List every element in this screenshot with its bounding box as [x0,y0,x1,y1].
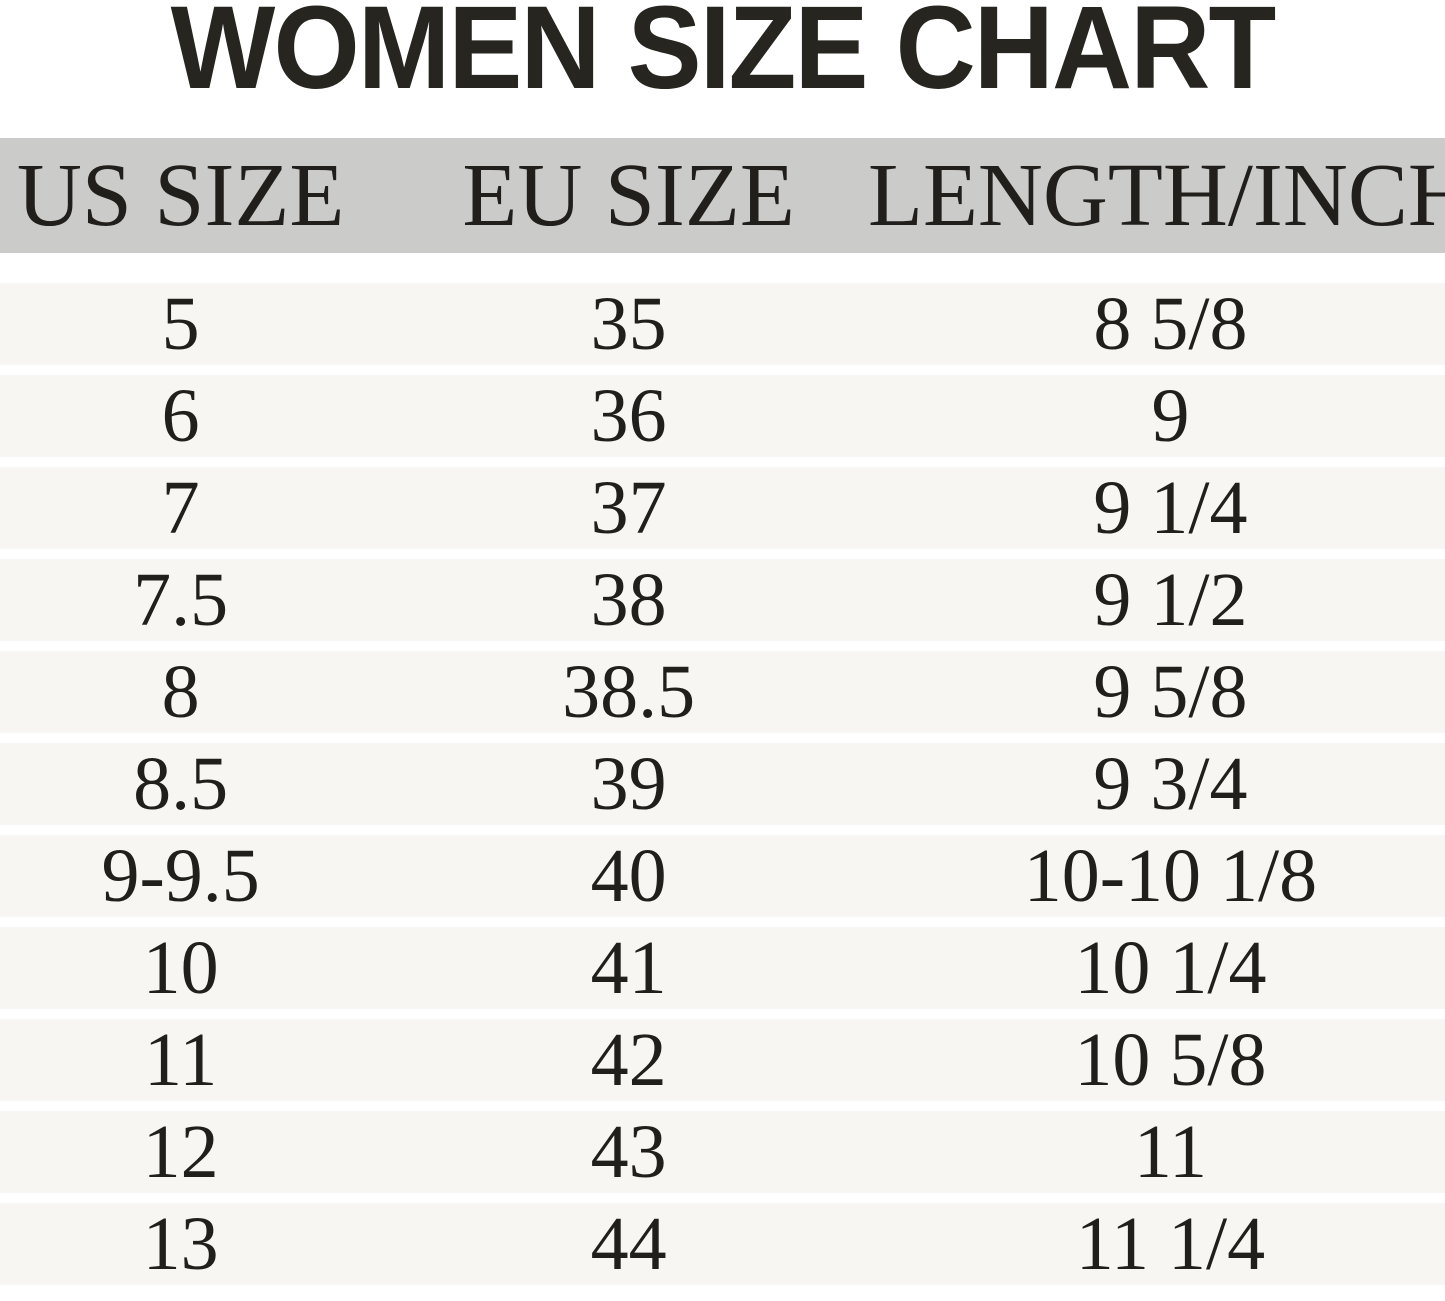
eu-size-cell: 43 [590,1109,667,1194]
length-inch-cell: 9 1/4 [1093,465,1248,550]
us-size-cell: 9-9.5 [101,833,260,918]
eu-size-cell: 42 [590,1017,667,1102]
table-row: 9-9.5 40 10-10 1/8 [0,833,1445,918]
us-size-cell: 5 [161,281,200,366]
eu-size-cell: 38 [590,557,667,642]
table-row: 8 38.5 9 5/8 [0,649,1445,734]
eu-size-cell: 44 [590,1201,667,1286]
column-header-eu-size: EU SIZE [462,146,795,245]
table-row: 11 42 10 5/8 [0,1017,1445,1102]
us-size-cell: 7 [161,465,200,550]
eu-size-cell: 37 [590,465,667,550]
us-size-cell: 12 [142,1109,219,1194]
us-size-cell: 8.5 [133,741,229,826]
table-row: 7 37 9 1/4 [0,465,1445,550]
length-inch-cell: 9 1/2 [1093,557,1248,642]
eu-size-cell: 41 [590,925,667,1010]
length-inch-cell: 8 5/8 [1093,281,1248,366]
us-size-cell: 8 [161,649,200,734]
eu-size-cell: 38.5 [562,649,696,734]
table-row: 10 41 10 1/4 [0,925,1445,1010]
eu-size-cell: 39 [590,741,667,826]
table-row: 6 36 9 [0,373,1445,458]
length-inch-cell: 10 1/4 [1074,925,1267,1010]
table-row: 5 35 8 5/8 [0,281,1445,366]
length-inch-cell: 9 5/8 [1093,649,1248,734]
column-header-us-size: US SIZE [16,146,345,245]
eu-size-cell: 35 [590,281,667,366]
table-header-row: US SIZE EU SIZE LENGTH/INCH [0,138,1445,253]
eu-size-cell: 40 [590,833,667,918]
us-size-cell: 13 [142,1201,219,1286]
table-row: 7.5 38 9 1/2 [0,557,1445,642]
us-size-cell: 6 [161,373,200,458]
table-body: 5 35 8 5/8 6 36 9 7 37 9 1/4 7.5 38 9 1/2 8 38.5 9 5/8… [0,281,1445,1295]
column-header-length-inch: LENGTH/INCH [867,146,1445,245]
page-title: WOMEN SIZE CHART [170,0,1277,114]
table-row: 13 44 11 1/4 [0,1201,1445,1286]
length-inch-cell: 9 [1151,373,1190,458]
length-inch-cell: 10 5/8 [1074,1017,1267,1102]
length-inch-cell: 11 [1133,1109,1208,1194]
length-inch-cell: 9 3/4 [1093,741,1248,826]
length-inch-cell: 11 1/4 [1075,1201,1266,1286]
eu-size-cell: 36 [590,373,667,458]
us-size-cell: 7.5 [133,557,229,642]
table-row: 8.5 39 9 3/4 [0,741,1445,826]
table-row: 12 43 11 [0,1109,1445,1194]
us-size-cell: 10 [142,925,219,1010]
us-size-cell: 11 [144,1017,218,1102]
length-inch-cell: 10-10 1/8 [1023,833,1318,918]
